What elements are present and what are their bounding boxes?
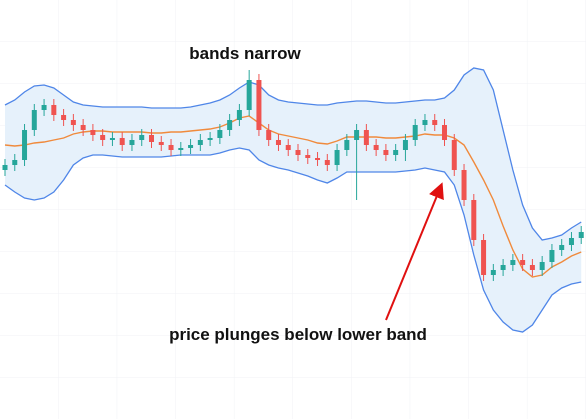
candle-body bbox=[334, 150, 340, 165]
candle-body bbox=[432, 120, 438, 125]
candle-body bbox=[578, 232, 584, 238]
candle-body bbox=[344, 140, 350, 150]
annotation: price plunges below lower band bbox=[169, 325, 427, 344]
upper-band-line bbox=[4, 67, 582, 241]
candle-body bbox=[109, 138, 115, 140]
candle-body bbox=[305, 155, 311, 158]
candle-body bbox=[510, 260, 516, 265]
candle-body bbox=[490, 270, 496, 275]
annotation: bands narrow bbox=[189, 44, 301, 63]
candle-body bbox=[207, 138, 213, 140]
candle-body bbox=[451, 140, 457, 170]
candle-body bbox=[22, 130, 28, 160]
candle-body bbox=[51, 105, 57, 115]
candle-body bbox=[41, 105, 47, 110]
candle-body bbox=[168, 145, 174, 150]
candle-body bbox=[178, 148, 184, 150]
candle-body bbox=[158, 142, 164, 145]
candle-body bbox=[363, 130, 369, 145]
candle-body bbox=[217, 130, 223, 138]
candle-body bbox=[266, 130, 272, 140]
candle-body bbox=[559, 245, 565, 250]
plot-area bbox=[2, 67, 584, 333]
candle-body bbox=[31, 110, 37, 130]
candle-body bbox=[461, 170, 467, 200]
candle-body bbox=[422, 120, 428, 125]
candle-body bbox=[500, 265, 506, 270]
band-fill bbox=[5, 68, 582, 332]
candle-body bbox=[471, 200, 477, 240]
lower-band-line bbox=[4, 147, 582, 333]
candle-body bbox=[442, 125, 447, 140]
candle-body bbox=[549, 250, 555, 262]
candle-body bbox=[129, 140, 135, 145]
candle-body bbox=[100, 135, 106, 140]
candle-body bbox=[481, 240, 487, 275]
candle-body bbox=[197, 140, 203, 145]
candle-body bbox=[70, 120, 76, 125]
candle-body bbox=[2, 165, 8, 170]
candle-body bbox=[119, 138, 125, 145]
candle-body bbox=[295, 150, 301, 155]
candle-body bbox=[256, 80, 262, 130]
candle-body bbox=[275, 140, 281, 145]
candle-body bbox=[383, 150, 389, 155]
candle-body bbox=[412, 125, 418, 140]
candle-body bbox=[285, 145, 291, 150]
candle-body bbox=[354, 130, 360, 140]
candle-body bbox=[149, 135, 154, 142]
annotation-arrow bbox=[385, 182, 444, 321]
candle-body bbox=[227, 120, 233, 130]
candle-body bbox=[80, 125, 86, 130]
candle-body bbox=[246, 80, 252, 110]
candle-body bbox=[539, 262, 545, 270]
candle-body bbox=[236, 110, 242, 120]
candle-body bbox=[393, 150, 399, 155]
candle-body bbox=[324, 160, 330, 165]
candle-body bbox=[315, 158, 321, 160]
candle-body bbox=[61, 115, 67, 120]
middle-band-line bbox=[4, 115, 582, 278]
candle-body bbox=[12, 160, 18, 165]
candle-body bbox=[402, 140, 408, 150]
candle-body bbox=[90, 130, 96, 135]
candle-body bbox=[188, 145, 194, 148]
candle-body bbox=[139, 135, 145, 140]
candle-body bbox=[529, 265, 535, 270]
candle-body bbox=[520, 260, 526, 265]
candle-body bbox=[568, 238, 574, 245]
candle-body bbox=[373, 145, 379, 150]
